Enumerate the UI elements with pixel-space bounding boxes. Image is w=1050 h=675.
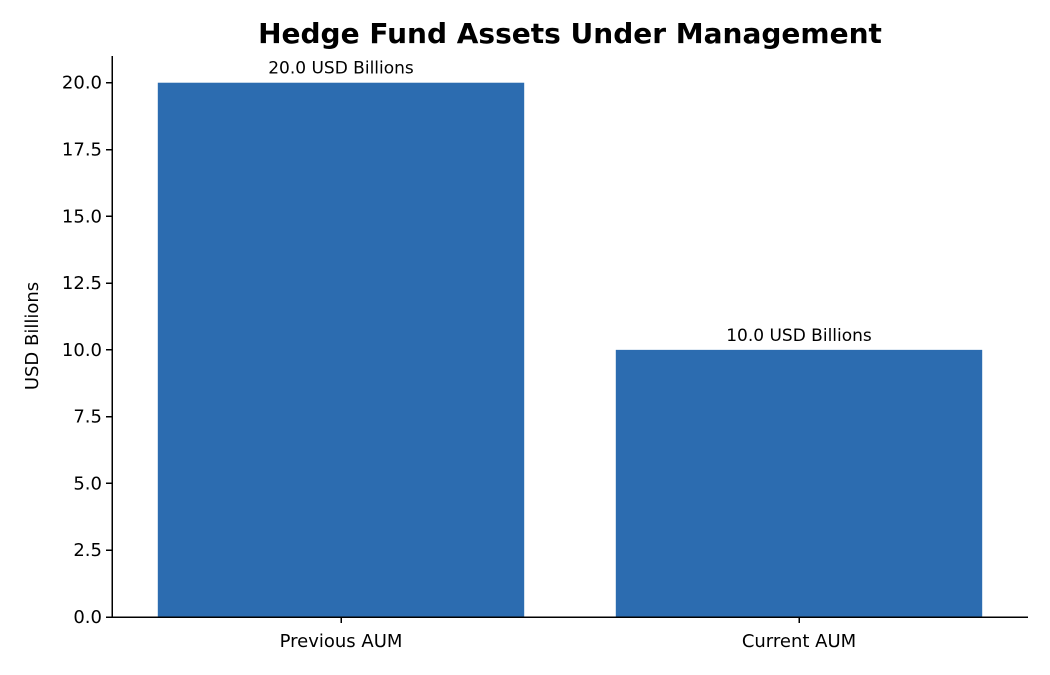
bar-1 — [615, 349, 983, 617]
data-label-0: 20.0 USD Billions — [268, 59, 414, 79]
y-tick-label-4: 10.0 — [62, 340, 102, 361]
chart-title: Hedge Fund Assets Under Management — [258, 17, 882, 50]
y-tick-label-5: 12.5 — [62, 273, 102, 294]
y-tick-label-7: 17.5 — [62, 140, 102, 161]
y-tick-label-6: 15.0 — [62, 206, 102, 227]
plot-area: 20.0 USD Billions Previous AUM 10.0 USD Bi… — [62, 56, 1028, 652]
y-tick-label-2: 5.0 — [73, 473, 102, 494]
x-tick-label-1: Current AUM — [742, 631, 856, 652]
y-tick-label-0: 0.0 — [73, 607, 102, 628]
bar-0 — [157, 82, 525, 617]
data-label-1: 10.0 USD Billions — [726, 326, 872, 346]
y-tick-label-1: 2.5 — [73, 540, 102, 561]
y-tick-label-3: 7.5 — [73, 407, 102, 428]
x-tick-label-0: Previous AUM — [280, 631, 403, 652]
y-tick-label-8: 20.0 — [62, 73, 102, 94]
y-axis-label: USD Billions — [22, 282, 43, 390]
